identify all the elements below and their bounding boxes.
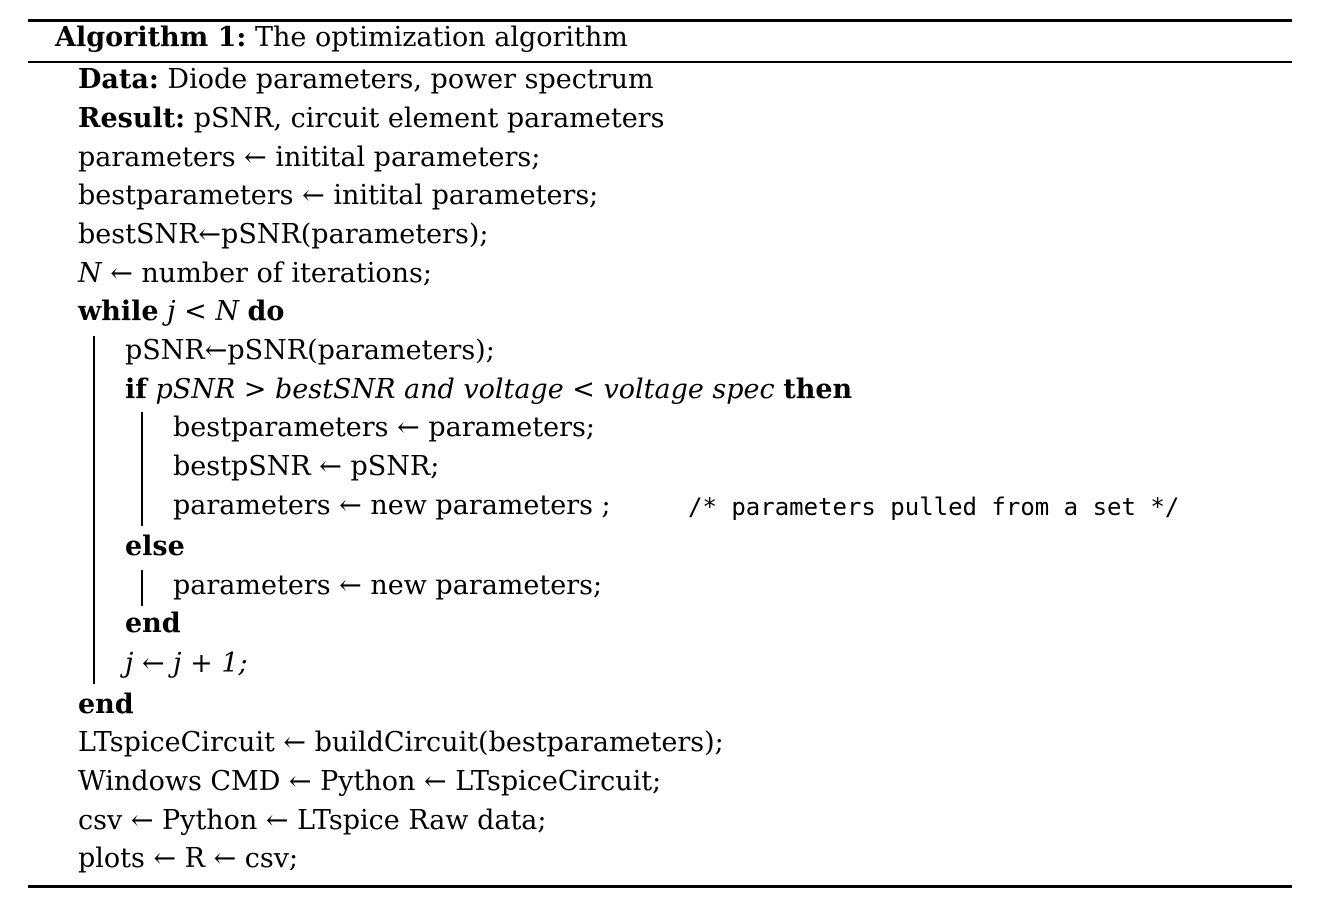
bottom-rule xyxy=(28,885,1292,888)
ltspice-circuit-line: LTspiceCircuit ← buildCircuit(bestparame… xyxy=(78,727,724,758)
else-new-parameters-line: parameters ← new parameters; xyxy=(173,570,603,601)
end-while-keyword: end xyxy=(78,689,134,720)
init-bestparameters-line: bestparameters ← initital parameters; xyxy=(78,180,599,211)
else-block-bar xyxy=(141,570,143,606)
if-keyword: if xyxy=(125,374,147,405)
then-keyword: then xyxy=(783,374,853,405)
increment-line: j ← j + 1; xyxy=(125,648,248,679)
top-rule xyxy=(28,19,1292,22)
if-condition: pSNR > bestSNR and voltage < voltage spe… xyxy=(146,374,784,405)
init-parameters-line: parameters ← initital parameters; xyxy=(78,142,541,173)
then-block-bar xyxy=(141,412,143,526)
algorithm-title: The optimization algorithm xyxy=(246,22,628,53)
iterations-text: ← number of iterations; xyxy=(101,258,432,289)
while-keyword: while xyxy=(78,296,159,327)
init-bestsnr-line: bestSNR←pSNR(parameters); xyxy=(78,219,489,250)
data-line: Data: Diode parameters, power spectrum xyxy=(78,64,654,96)
end-if-keyword: end xyxy=(125,608,181,639)
csv-line: csv ← Python ← LTspice Raw data; xyxy=(78,805,547,836)
algorithm-label: Algorithm 1: xyxy=(55,22,247,53)
result-text: pSNR, circuit element parameters xyxy=(185,103,665,134)
plots-line: plots ← R ← csv; xyxy=(78,843,299,874)
then-bestpsnr-line: bestpSNR ← pSNR; xyxy=(173,451,440,482)
then-new-parameters-line: parameters ← new parameters ; xyxy=(173,490,611,521)
while-block-bar xyxy=(93,336,95,684)
algorithm-comment: /* parameters pulled from a set */ xyxy=(688,493,1180,521)
loop-psnr-line: pSNR←pSNR(parameters); xyxy=(125,335,495,366)
data-text: Diode parameters, power spectrum xyxy=(158,64,654,95)
result-keyword: Result: xyxy=(78,103,186,134)
caption-rule xyxy=(28,61,1292,63)
while-condition: j < N xyxy=(158,296,248,327)
then-bestparameters-line: bestparameters ← parameters; xyxy=(173,412,595,443)
while-line: while j < N do xyxy=(78,296,284,328)
algorithm-caption: Algorithm 1: The optimization algorithm xyxy=(55,22,628,54)
do-keyword: do xyxy=(247,296,285,327)
windows-cmd-line: Windows CMD ← Python ← LTspiceCircuit; xyxy=(78,766,662,797)
result-line: Result: pSNR, circuit element parameters xyxy=(78,103,664,135)
iterations-line: N ← number of iterations; xyxy=(78,258,432,290)
data-keyword: Data: xyxy=(78,64,159,95)
else-keyword: else xyxy=(125,531,185,562)
if-line: if pSNR > bestSNR and voltage < voltage … xyxy=(125,374,852,406)
iterations-var: N xyxy=(78,258,102,289)
